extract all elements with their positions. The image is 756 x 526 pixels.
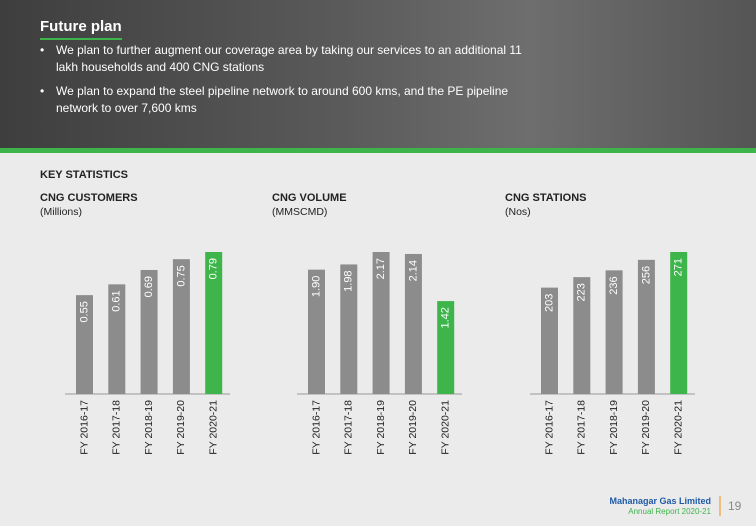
bar	[573, 277, 591, 394]
value-label: 223	[576, 283, 588, 301]
x-tick-label: FY 2017-18	[343, 400, 355, 455]
bar	[670, 252, 688, 394]
x-tick-label: FY 2016-17	[78, 400, 90, 455]
value-label: 256	[640, 266, 652, 284]
bullet: We plan to further augment our coverage …	[40, 42, 530, 76]
value-label: 203	[543, 294, 555, 312]
bar	[372, 252, 390, 394]
value-label: 0.69	[143, 276, 155, 297]
x-tick-label: FY 2018-19	[608, 400, 620, 455]
bar	[605, 270, 623, 394]
bar	[404, 253, 422, 394]
bar	[172, 259, 190, 394]
value-label: 0.75	[175, 265, 187, 286]
chart-subtitle: (MMSCMD)	[272, 206, 327, 218]
page-number: 19	[728, 499, 742, 513]
x-tick-label: FY 2018-19	[375, 400, 387, 455]
footer-company: Mahanagar Gas Limited	[609, 496, 711, 506]
chart-title: CNG CUSTOMERS	[40, 192, 138, 204]
bar	[308, 269, 325, 394]
bullet-list: We plan to further augment our coverage …	[40, 42, 530, 124]
header-title: Future plan	[40, 18, 122, 40]
bar	[205, 252, 223, 394]
chart-title: CNG STATIONS	[505, 192, 586, 204]
green-strip	[0, 148, 756, 153]
chart-subtitle: (Millions)	[40, 206, 82, 218]
bar	[541, 287, 558, 394]
value-label: 0.79	[208, 258, 220, 279]
bar	[76, 295, 93, 394]
x-tick-label: FY 2017-18	[111, 400, 123, 455]
footer-report: Annual Report 2020-21	[628, 507, 711, 516]
bar	[437, 301, 455, 394]
value-label: 2.17	[375, 258, 387, 279]
value-label: 0.55	[78, 301, 90, 322]
bar	[108, 284, 126, 394]
bar	[340, 264, 358, 394]
value-label: 1.98	[343, 270, 355, 291]
chart-subtitle: (Nos)	[505, 206, 531, 218]
value-label: 236	[608, 276, 620, 294]
bullet: We plan to expand the steel pipeline net…	[40, 83, 530, 117]
x-tick-label: FY 2016-17	[310, 400, 322, 455]
x-tick-label: FY 2019-20	[407, 400, 419, 455]
x-tick-label: FY 2016-17	[543, 400, 555, 455]
x-tick-label: FY 2017-18	[576, 400, 588, 455]
value-label: 0.61	[111, 290, 123, 311]
bar	[140, 269, 158, 394]
x-tick-label: FY 2020-21	[207, 400, 219, 455]
x-tick-label: FY 2020-21	[439, 400, 451, 455]
chart-title: CNG VOLUME	[272, 192, 347, 204]
x-tick-label: FY 2018-19	[143, 400, 155, 455]
x-tick-label: FY 2019-20	[175, 400, 187, 455]
x-tick-label: FY 2019-20	[640, 400, 652, 455]
value-label: 271	[673, 258, 685, 276]
x-tick-label: FY 2020-21	[672, 400, 684, 455]
section-title: KEY STATISTICS	[40, 169, 128, 181]
bar	[637, 259, 655, 394]
value-label: 2.14	[407, 260, 419, 281]
value-label: 1.42	[440, 307, 452, 328]
value-label: 1.90	[310, 276, 322, 297]
